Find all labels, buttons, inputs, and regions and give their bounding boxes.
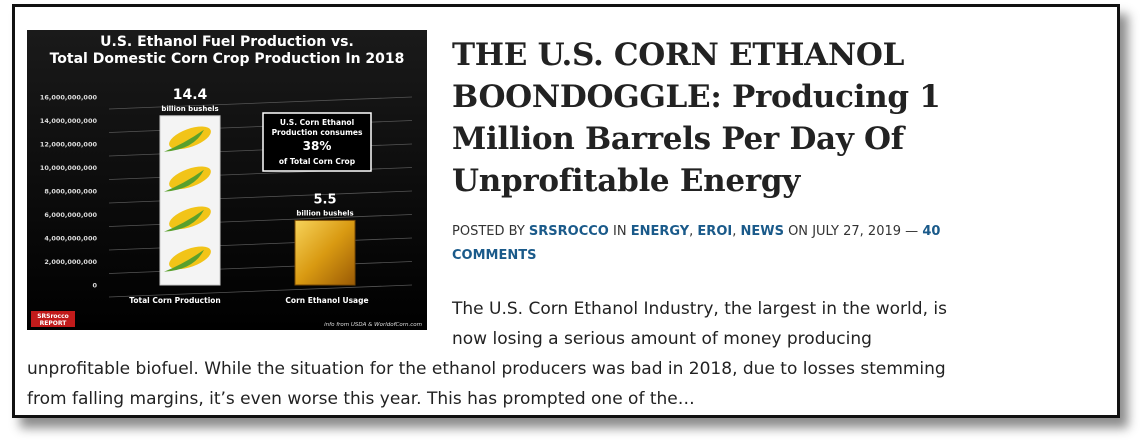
annotation-text: U.S. Corn Ethanol xyxy=(280,118,354,127)
logo-box xyxy=(31,311,75,327)
husk-decoration xyxy=(164,249,204,272)
logo-text: SRSrocco xyxy=(37,313,69,320)
husk-decoration xyxy=(164,169,204,192)
meta-in: IN xyxy=(613,224,627,239)
y-tick-label: 4,000,000,000 xyxy=(44,235,97,243)
y-tick-label: 8,000,000,000 xyxy=(44,188,97,196)
corn-decoration xyxy=(169,166,211,190)
husk-decoration xyxy=(164,209,204,232)
corn-decoration xyxy=(169,206,211,230)
x-tick-label: Corn Ethanol Usage xyxy=(285,296,368,305)
post-content: U.S. Ethanol Fuel Production vs. Total Do… xyxy=(27,30,977,414)
grid-line xyxy=(108,96,413,110)
value-label: 14.4 xyxy=(173,87,208,103)
value-label: 5.5 xyxy=(313,192,336,207)
chart-image[interactable]: U.S. Ethanol Fuel Production vs. Total Do… xyxy=(27,30,427,330)
corn-decoration xyxy=(169,126,211,150)
x-tick-label: Total Corn Production xyxy=(129,296,221,305)
annotation-box xyxy=(262,112,372,172)
post-title[interactable]: THE U.S. CORN ETHANOL BOONDOGGLE: Produc… xyxy=(452,37,941,199)
author-link[interactable]: SRSROCCO xyxy=(528,224,609,239)
category-separator: , xyxy=(689,224,698,239)
chart-background xyxy=(27,30,427,330)
corn-decoration xyxy=(169,246,211,270)
y-tick-label: 2,000,000,000 xyxy=(44,258,97,266)
meta-on: ON xyxy=(788,224,809,239)
category-link[interactable]: EROI xyxy=(697,224,733,239)
category-separator: , xyxy=(732,224,741,239)
meta-prefix: POSTED BY xyxy=(452,224,525,239)
logo-text: REPORT xyxy=(40,320,68,327)
y-tick-label: 6,000,000,000 xyxy=(44,211,97,219)
comments-link[interactable]: 40 COMMENTS xyxy=(452,224,941,263)
y-tick-label: 10,000,000,000 xyxy=(40,164,98,172)
meta-dash: — xyxy=(905,224,919,239)
husk-decoration xyxy=(164,129,204,152)
annotation-text: Production consumes xyxy=(272,128,363,137)
annotation-text: 38% xyxy=(303,139,332,153)
y-tick-label: 14,000,000,000 xyxy=(40,117,98,125)
y-tick-label: 16,000,000,000 xyxy=(40,94,98,102)
excerpt: The U.S. Corn Ethanol Industry, the larg… xyxy=(27,299,947,409)
source-note: info from USDA & WorldofCorn.com xyxy=(324,322,422,328)
category-link[interactable]: ENERGY xyxy=(630,224,690,239)
chart-title: U.S. Ethanol Fuel Production vs. Total Do… xyxy=(50,34,405,67)
value-unit: billion bushels xyxy=(296,209,353,217)
grid-line xyxy=(108,284,413,298)
meta-date: JULY 27, 2019 xyxy=(812,224,902,239)
category-link[interactable]: NEWS xyxy=(740,224,784,239)
post-card: U.S. Ethanol Fuel Production vs. Total Do… xyxy=(12,4,1120,418)
post-meta: POSTED BY SRSROCCO IN ENERGY, EROI, NEWS… xyxy=(27,220,977,268)
categories: ENERGY, EROI, NEWS xyxy=(631,224,784,239)
y-tick-label: 0 xyxy=(92,282,97,290)
value-unit: billion bushels xyxy=(161,105,218,113)
bar xyxy=(294,219,356,286)
y-tick-label: 12,000,000,000 xyxy=(40,141,98,149)
annotation-text: of Total Corn Crop xyxy=(279,157,356,166)
